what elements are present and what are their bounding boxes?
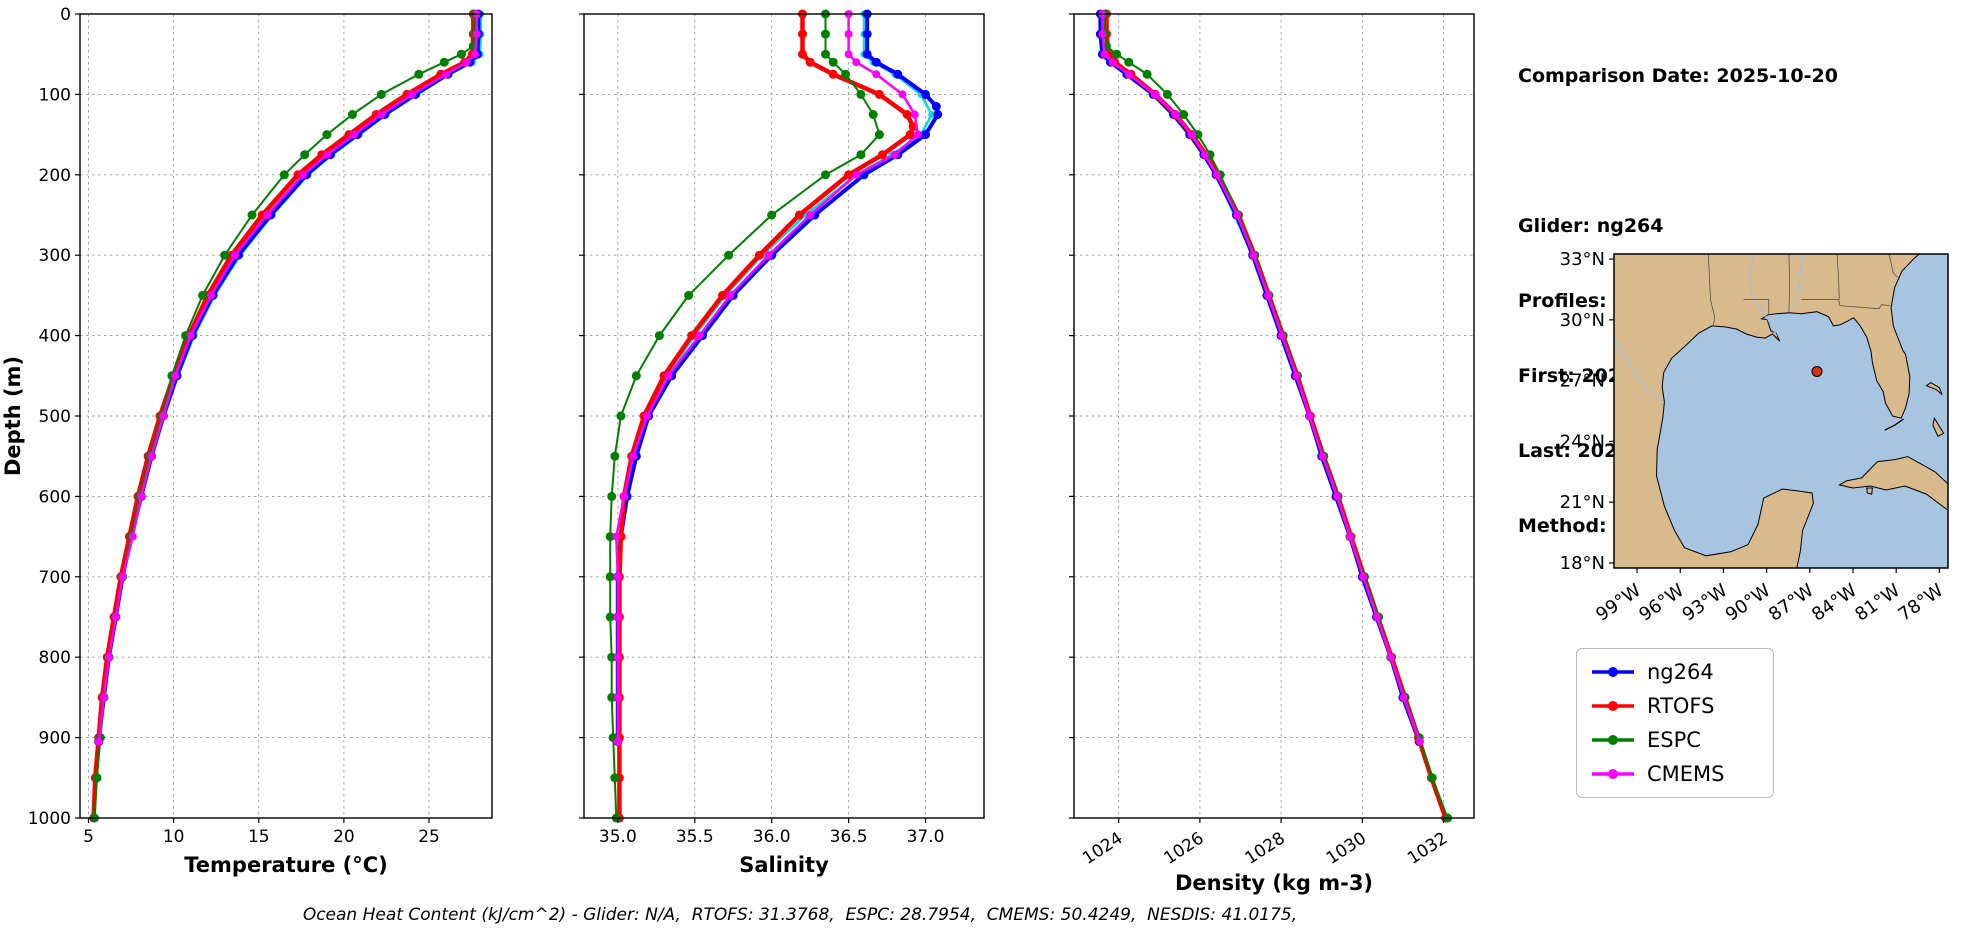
legend-item-espc: ESPC	[1590, 728, 1753, 752]
svg-text:36.5: 36.5	[830, 827, 868, 847]
svg-text:15: 15	[248, 827, 270, 847]
svg-text:37.0: 37.0	[907, 827, 945, 847]
salinity-profile-chart: 35.0 35.5 36.0 36.5 37.0 Salinity	[500, 0, 990, 904]
legend-line-marker-icon	[1592, 701, 1634, 711]
svg-text:1026: 1026	[1160, 828, 1207, 868]
svg-text:0: 0	[60, 5, 71, 25]
svg-text:24°N: 24°N	[1560, 431, 1605, 452]
svg-text:10: 10	[163, 827, 185, 847]
svg-text:Salinity: Salinity	[739, 853, 829, 877]
glider-name-text: Glider: ng264	[1518, 215, 1664, 237]
density-chart-svg: 1024 1026 1028 1030 1032 Density (kg m-3)	[1069, 9, 1475, 895]
svg-text:93°W: 93°W	[1679, 580, 1732, 626]
svg-text:900: 900	[39, 729, 71, 749]
svg-text:1032: 1032	[1404, 828, 1451, 868]
info-spacer	[1518, 139, 1838, 164]
gulf-of-mexico-map: 33°N 30°N 27°N 24°N 21°N 18°N 99°W 96°W 93°W 90°W…	[1552, 246, 1962, 650]
temperature-profile-chart: 5 10 15 20 25 0 100 200 300 400 500 600 700 800 900 100…	[0, 0, 500, 904]
legend-label: RTOFS	[1647, 694, 1715, 718]
temperature-chart-svg: 5 10 15 20 25 0 100 200 300 400 500 600 700 800 900 100…	[1, 5, 493, 877]
svg-text:99°W: 99°W	[1592, 580, 1645, 626]
legend-line-marker-icon	[1592, 667, 1634, 677]
svg-text:84°W: 84°W	[1808, 580, 1861, 626]
svg-text:Temperature (°C): Temperature (°C)	[184, 853, 387, 877]
svg-text:800: 800	[39, 648, 71, 668]
legend-item-cmems: CMEMS	[1590, 762, 1753, 786]
legend-item-rtofs: RTOFS	[1590, 694, 1753, 718]
density-profile-chart: 1024 1026 1028 1030 1032 Density (kg m-3)	[990, 0, 1480, 904]
legend-item-ng264: ng264	[1590, 660, 1753, 684]
glider-position-marker	[1811, 365, 1823, 377]
map-svg: 33°N 30°N 27°N 24°N 21°N 18°N 99°W96°W93°W90°W…	[1560, 249, 1949, 626]
svg-text:Depth (m): Depth (m)	[1, 356, 25, 476]
legend-line-marker-icon	[1592, 769, 1634, 779]
legend-label: ng264	[1647, 660, 1714, 684]
svg-text:30°N: 30°N	[1560, 310, 1605, 331]
svg-text:36.0: 36.0	[753, 827, 791, 847]
svg-text:96°W: 96°W	[1635, 580, 1688, 626]
svg-text:400: 400	[39, 327, 71, 347]
legend-line-marker-icon	[1592, 735, 1634, 745]
svg-text:1028: 1028	[1242, 828, 1289, 868]
side-panel: Comparison Date: 2025-10-20 Glider: ng26…	[1480, 0, 1987, 934]
svg-text:35.0: 35.0	[599, 827, 637, 847]
svg-text:200: 200	[39, 166, 71, 186]
legend-label: ESPC	[1647, 728, 1701, 752]
svg-text:300: 300	[39, 246, 71, 266]
svg-text:78°W: 78°W	[1894, 580, 1947, 626]
svg-text:1000: 1000	[28, 809, 71, 829]
svg-text:27°N: 27°N	[1560, 371, 1605, 392]
ohc-caption: Ocean Heat Content (kJ/cm^2) - Glider: N…	[302, 905, 1298, 925]
svg-text:18°N: 18°N	[1560, 553, 1605, 574]
svg-text:21°N: 21°N	[1560, 492, 1605, 513]
svg-text:25: 25	[418, 827, 440, 847]
svg-text:1024: 1024	[1079, 828, 1126, 868]
svg-text:100: 100	[39, 85, 71, 105]
svg-text:81°W: 81°W	[1851, 580, 1904, 626]
svg-text:20: 20	[333, 827, 355, 847]
svg-text:1030: 1030	[1323, 828, 1370, 868]
svg-text:500: 500	[39, 407, 71, 427]
svg-text:5: 5	[83, 827, 94, 847]
comparison-date-text: Comparison Date: 2025-10-20	[1518, 65, 1838, 87]
svg-text:90°W: 90°W	[1722, 580, 1775, 626]
svg-text:600: 600	[39, 487, 71, 507]
salinity-chart-svg: 35.0 35.5 36.0 36.5 37.0 Salinity	[579, 9, 985, 877]
legend-label: CMEMS	[1647, 762, 1725, 786]
svg-text:87°W: 87°W	[1765, 580, 1818, 626]
svg-text:Density (kg m-3): Density (kg m-3)	[1175, 871, 1373, 895]
svg-text:700: 700	[39, 568, 71, 588]
svg-text:35.5: 35.5	[676, 827, 714, 847]
legend: ng264 RTOFS ESPC CMEMS	[1576, 648, 1774, 798]
profile-charts: 5 10 15 20 25 0 100 200 300 400 500 600 700 800 900 100…	[0, 0, 1480, 904]
svg-text:33°N: 33°N	[1560, 249, 1605, 270]
